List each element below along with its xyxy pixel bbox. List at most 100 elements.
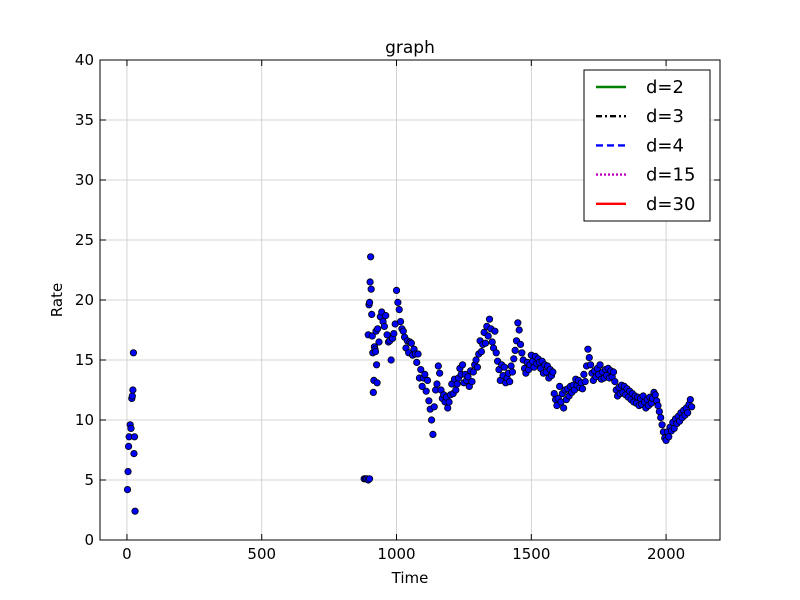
data-point bbox=[367, 253, 375, 261]
data-point bbox=[596, 361, 604, 369]
data-point bbox=[611, 377, 619, 386]
data-point bbox=[382, 311, 390, 320]
data-point bbox=[510, 355, 518, 363]
y-tick-label: 10 bbox=[75, 411, 94, 429]
data-point bbox=[472, 356, 480, 364]
legend-label: d=30 bbox=[646, 194, 695, 215]
data-point bbox=[464, 373, 472, 381]
data-point bbox=[367, 285, 375, 293]
y-tick-label: 25 bbox=[75, 231, 94, 249]
data-point bbox=[658, 421, 666, 429]
legend-box bbox=[583, 69, 711, 222]
data-point bbox=[511, 346, 519, 354]
legend-label: d=15 bbox=[646, 165, 695, 186]
data-point bbox=[368, 310, 376, 318]
data-point bbox=[368, 332, 376, 340]
data-point bbox=[580, 370, 588, 378]
y-axis-label: Rate bbox=[48, 283, 66, 317]
data-point bbox=[413, 358, 421, 366]
data-point bbox=[417, 365, 425, 374]
data-point bbox=[458, 361, 467, 369]
data-point bbox=[665, 433, 673, 441]
data-point bbox=[477, 347, 486, 356]
data-point bbox=[396, 317, 405, 326]
data-point bbox=[445, 398, 453, 406]
data-point bbox=[407, 339, 415, 347]
data-point bbox=[609, 368, 618, 376]
data-point bbox=[375, 338, 383, 346]
data-point bbox=[399, 327, 407, 335]
data-point bbox=[492, 349, 500, 357]
data-point bbox=[444, 404, 452, 412]
data-point bbox=[128, 392, 136, 400]
data-point bbox=[127, 424, 135, 432]
data-point bbox=[453, 380, 461, 388]
data-point bbox=[578, 385, 587, 393]
x-tick-label: 0 bbox=[122, 545, 132, 563]
data-point bbox=[371, 347, 380, 356]
data-point bbox=[124, 442, 133, 450]
data-point bbox=[585, 353, 593, 362]
data-point bbox=[434, 362, 442, 370]
data-point bbox=[491, 327, 499, 335]
data-point bbox=[468, 377, 476, 386]
data-point bbox=[651, 391, 659, 399]
data-point bbox=[560, 404, 568, 412]
data-point bbox=[516, 340, 525, 348]
data-point bbox=[414, 350, 422, 358]
data-point bbox=[452, 386, 460, 394]
data-point bbox=[130, 433, 139, 441]
scatter-points bbox=[123, 253, 696, 515]
data-point bbox=[124, 467, 132, 476]
data-point bbox=[130, 449, 138, 458]
data-point bbox=[369, 388, 377, 396]
data-point bbox=[584, 345, 592, 353]
data-point bbox=[549, 368, 557, 376]
data-point bbox=[383, 331, 391, 339]
data-point bbox=[684, 409, 692, 417]
chart-title: graph bbox=[385, 38, 435, 58]
data-point bbox=[427, 416, 436, 424]
y-tick-label: 40 bbox=[75, 51, 94, 69]
data-point bbox=[484, 332, 492, 340]
data-point bbox=[380, 322, 388, 330]
data-point bbox=[374, 325, 382, 333]
data-point bbox=[506, 377, 514, 386]
y-tick-label: 20 bbox=[75, 291, 94, 309]
data-point bbox=[433, 380, 441, 388]
y-tick-label: 5 bbox=[84, 471, 94, 489]
data-point bbox=[390, 329, 398, 338]
data-point bbox=[373, 379, 381, 387]
data-point bbox=[387, 356, 395, 364]
data-point bbox=[686, 395, 694, 404]
data-point bbox=[129, 349, 138, 357]
data-point bbox=[131, 507, 139, 515]
data-point bbox=[422, 387, 430, 395]
data-point bbox=[372, 361, 381, 369]
legend-label: d=3 bbox=[646, 106, 684, 127]
data-point bbox=[485, 315, 494, 323]
y-tick-label: 30 bbox=[75, 171, 94, 189]
data-point bbox=[488, 338, 496, 346]
x-tick-label: 1500 bbox=[512, 545, 550, 563]
x-tick-label: 500 bbox=[247, 545, 276, 563]
data-point bbox=[436, 369, 444, 377]
legend-label: d=2 bbox=[646, 77, 684, 98]
data-point bbox=[123, 485, 132, 494]
axis-ticks: 0 500 1000 1500 2000 0 5 10 15 20 25 30 35 40 bbox=[75, 51, 720, 563]
y-tick-label: 35 bbox=[75, 111, 94, 129]
x-axis-label: Time bbox=[391, 569, 429, 587]
data-point bbox=[508, 368, 517, 376]
x-tick-label: 2000 bbox=[647, 545, 685, 563]
data-point bbox=[395, 305, 403, 314]
data-point bbox=[430, 403, 438, 411]
data-point bbox=[392, 286, 401, 294]
y-tick-label: 0 bbox=[84, 531, 94, 549]
data-point bbox=[365, 475, 374, 483]
data-point bbox=[500, 363, 508, 371]
data-point bbox=[514, 319, 522, 327]
data-point bbox=[556, 382, 564, 390]
data-point bbox=[365, 298, 374, 306]
data-point bbox=[429, 430, 437, 438]
